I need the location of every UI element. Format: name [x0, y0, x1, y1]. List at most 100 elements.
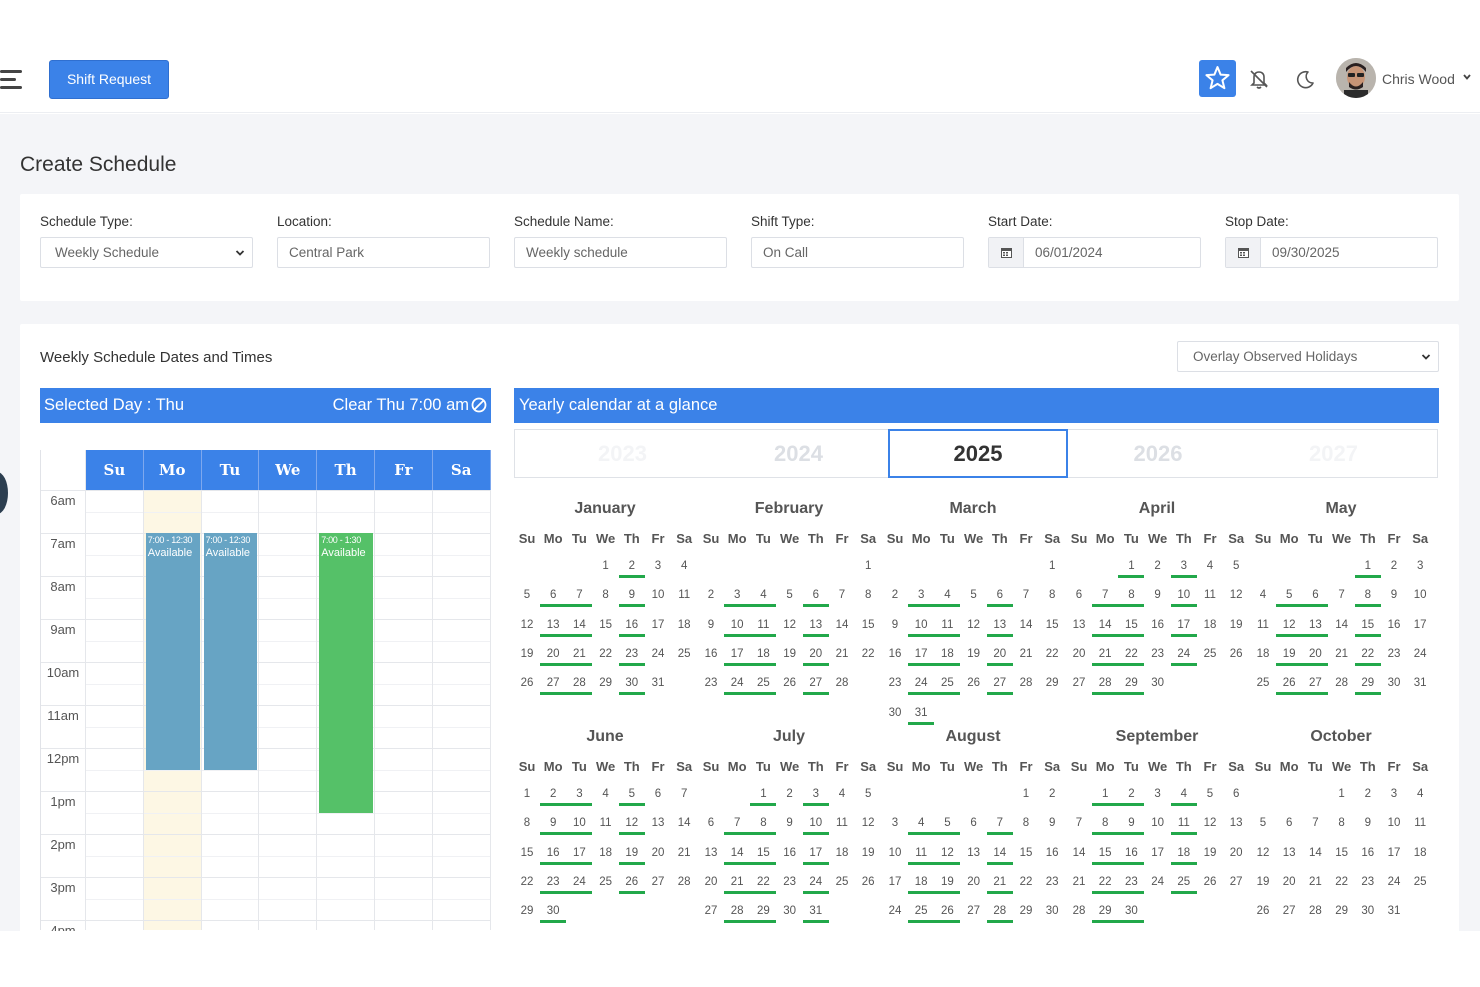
year-tab-2024[interactable]: 2024 — [774, 441, 823, 466]
calendar-day[interactable]: 13 — [704, 846, 718, 859]
calendar-day[interactable]: 12 — [921, 847, 961, 865]
calendar-day[interactable]: 11 — [599, 817, 612, 830]
calendar-day[interactable]: 5 — [970, 589, 977, 602]
calendar-day[interactable]: 15 — [1092, 847, 1119, 865]
shift-type-input[interactable]: On Call — [751, 237, 964, 268]
calendar-day[interactable]: 1 — [602, 560, 609, 572]
calendar-day[interactable]: 7 — [1022, 589, 1030, 602]
calendar-day[interactable]: 6 — [802, 589, 829, 608]
calendar-day[interactable]: 23 — [1361, 875, 1375, 888]
calendar-day[interactable]: 21 — [835, 647, 849, 660]
calendar-day[interactable]: 10 — [802, 817, 829, 836]
calendar-day[interactable]: 9 — [786, 817, 793, 830]
calendar-day[interactable]: 4 — [1416, 788, 1424, 800]
calendar-day[interactable]: 25 — [1170, 876, 1197, 894]
favorites-button[interactable] — [1199, 60, 1236, 97]
calendar-day[interactable]: 13 — [1229, 817, 1243, 830]
calendar-day[interactable]: 22 — [1045, 647, 1059, 660]
calendar-day[interactable]: 28 — [835, 677, 849, 690]
calendar-day[interactable]: 22 — [599, 647, 612, 660]
calendar-day[interactable]: 25 — [1256, 677, 1270, 690]
calendar-day[interactable]: 16 — [704, 647, 718, 660]
calendar-day[interactable]: 12 — [861, 817, 875, 830]
calendar-day[interactable]: 2 — [707, 589, 715, 602]
calendar-day[interactable]: 12 — [1229, 589, 1243, 602]
calendar-day[interactable]: 20 — [1072, 647, 1086, 660]
calendar-day[interactable]: 7 — [553, 589, 593, 608]
calendar-day[interactable]: 24 — [888, 905, 902, 918]
calendar-day[interactable]: 16 — [540, 847, 567, 865]
clear-day-button[interactable]: Clear Thu 7:00 am — [332, 396, 469, 414]
calendar-day[interactable]: 16 — [783, 846, 796, 859]
calendar-day[interactable]: 27 — [986, 677, 1013, 696]
location-input[interactable]: Central Park — [277, 237, 490, 268]
calendar-day[interactable]: 4 — [1259, 589, 1267, 602]
calendar-day[interactable]: 27 — [1289, 677, 1329, 696]
calendar-day[interactable]: 14 — [1072, 846, 1086, 859]
calendar-day[interactable]: 8 — [602, 589, 609, 602]
calendar-day[interactable]: 8 — [1354, 589, 1381, 608]
calendar-day[interactable]: 28 — [1072, 905, 1086, 918]
calendar-day[interactable]: 31 — [908, 707, 935, 725]
calendar-day[interactable]: 28 — [553, 677, 593, 696]
calendar-day[interactable]: 25 — [908, 905, 935, 924]
calendar-day[interactable]: 2 — [618, 560, 645, 578]
calendar-day[interactable]: 14 — [986, 847, 1013, 865]
calendar-day[interactable]: 22 — [1019, 875, 1033, 888]
calendar-day[interactable]: 29 — [1092, 905, 1119, 924]
calendar-day[interactable]: 3 — [654, 560, 662, 572]
calendar-day[interactable]: 7 — [1075, 817, 1083, 830]
day-header-fr[interactable]: Fr — [375, 450, 433, 490]
calendar-day[interactable]: 27 — [704, 905, 718, 918]
calendar-day[interactable]: 24 — [651, 647, 665, 660]
calendar-day[interactable]: 18 — [908, 876, 935, 894]
calendar-day[interactable]: 15 — [520, 846, 534, 859]
calendar-day[interactable]: 20 — [802, 648, 829, 666]
calendar-day[interactable]: 15 — [1105, 619, 1145, 637]
start-date-input[interactable]: 06/01/2024 — [988, 237, 1201, 268]
calendar-day[interactable]: 3 — [553, 788, 593, 806]
calendar-day[interactable]: 26 — [520, 677, 534, 690]
calendar-day[interactable]: 13 — [1072, 618, 1086, 631]
stop-date-input[interactable]: 09/30/2025 — [1225, 237, 1438, 268]
year-tab-2023[interactable]: 2023 — [598, 441, 647, 466]
calendar-day[interactable]: 24 — [1151, 875, 1164, 888]
calendar-day[interactable]: 11 — [737, 619, 777, 637]
calendar-day[interactable]: 16 — [888, 647, 902, 660]
calendar-day[interactable]: 16 — [1387, 618, 1401, 631]
calendar-day[interactable]: 30 — [618, 677, 645, 696]
calendar-day[interactable]: 12 — [967, 618, 980, 631]
calendar-day[interactable]: 19 — [967, 647, 980, 660]
calendar-day[interactable]: 24 — [1387, 875, 1401, 888]
dark-mode-toggle[interactable] — [1294, 68, 1316, 90]
day-header-th[interactable]: Th — [317, 450, 375, 490]
calendar-day[interactable]: 31 — [1387, 905, 1401, 918]
calendar-day[interactable]: 29 — [1354, 677, 1381, 696]
calendar-day[interactable]: 26 — [921, 905, 961, 924]
calendar-day[interactable]: 16 — [1361, 846, 1375, 859]
calendar-day[interactable]: 14 — [677, 817, 691, 830]
calendar-day[interactable]: 16 — [618, 619, 645, 637]
calendar-day[interactable]: 23 — [704, 677, 718, 690]
calendar-day[interactable]: 21 — [677, 846, 691, 859]
calendar-day[interactable]: 1 — [1022, 788, 1030, 800]
calendar-day[interactable]: 23 — [888, 677, 902, 690]
calendar-day[interactable]: 25 — [1203, 647, 1217, 660]
year-tab-2027[interactable]: 2027 — [1309, 441, 1358, 466]
calendar-day[interactable]: 26 — [618, 876, 645, 894]
day-header-mo[interactable]: Mo — [143, 450, 202, 490]
calendar-day[interactable]: 14 — [724, 847, 751, 865]
holiday-overlay-select[interactable]: Overlay Observed Holidays — [1177, 341, 1439, 372]
day-header-su[interactable]: Su — [86, 450, 144, 490]
calendar-day[interactable]: 10 — [1387, 817, 1401, 830]
calendar-day[interactable]: 10 — [1413, 589, 1427, 602]
calendar-day[interactable]: 13 — [1289, 619, 1329, 637]
block-icon[interactable] — [471, 397, 487, 413]
calendar-day[interactable]: 2 — [786, 788, 793, 800]
calendar-day[interactable]: 7 — [680, 788, 688, 800]
calendar-day[interactable]: 14 — [1019, 618, 1033, 631]
calendar-day[interactable]: 1 — [1048, 560, 1056, 572]
calendar-day[interactable]: 9 — [1048, 817, 1056, 830]
calendar-day[interactable]: 6 — [654, 788, 662, 800]
calendar-day[interactable]: 28 — [1308, 905, 1322, 918]
